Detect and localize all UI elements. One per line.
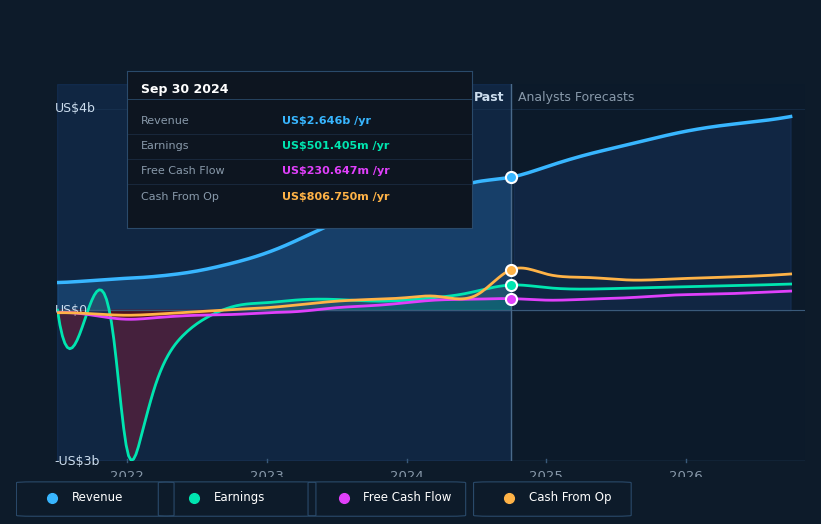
Text: Free Cash Flow: Free Cash Flow [363,492,452,504]
Text: 2025: 2025 [530,470,563,483]
Text: Cash From Op: Cash From Op [529,492,611,504]
Text: Sep 30 2024: Sep 30 2024 [141,83,228,96]
Text: US$2.646b /yr: US$2.646b /yr [282,116,371,126]
Bar [511,84,805,461]
Text: Past: Past [474,91,504,104]
Text: US$501.405m /yr: US$501.405m /yr [282,141,390,151]
Text: Earnings: Earnings [141,141,190,151]
Text: Revenue: Revenue [141,116,190,126]
Text: US$806.750m /yr: US$806.750m /yr [282,191,390,202]
Text: Earnings: Earnings [213,492,265,504]
Text: US$0: US$0 [55,304,88,316]
Text: 2022: 2022 [110,470,144,483]
Text: Revenue: Revenue [71,492,123,504]
Text: Analysts Forecasts: Analysts Forecasts [518,91,635,104]
Text: Free Cash Flow: Free Cash Flow [141,166,225,177]
Text: -US$3b: -US$3b [55,455,100,467]
Text: Cash From Op: Cash From Op [141,191,219,202]
Text: US$230.647m /yr: US$230.647m /yr [282,166,390,177]
Bar [57,84,511,461]
Text: 2026: 2026 [669,470,703,483]
Text: US$4b: US$4b [55,103,95,115]
Text: 2023: 2023 [250,470,284,483]
Text: 2024: 2024 [390,470,424,483]
